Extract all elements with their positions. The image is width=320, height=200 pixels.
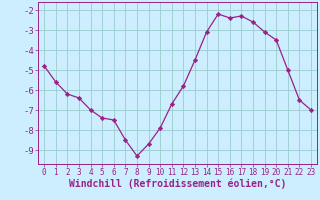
X-axis label: Windchill (Refroidissement éolien,°C): Windchill (Refroidissement éolien,°C) [69, 179, 286, 189]
